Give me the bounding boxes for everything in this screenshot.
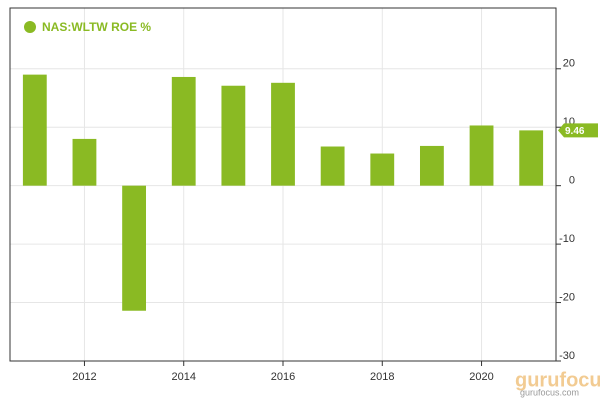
bar xyxy=(469,125,494,186)
x-tick-label: 2020 xyxy=(469,371,493,383)
bar xyxy=(122,185,147,311)
value-tag xyxy=(558,123,598,138)
bar xyxy=(171,76,196,186)
bar xyxy=(271,82,295,186)
y-tick-label: 0 xyxy=(569,175,575,187)
x-tick-label: 2016 xyxy=(271,371,295,383)
x-tick-label: 2014 xyxy=(171,371,195,383)
y-tick-label: -20 xyxy=(559,291,575,303)
y-tick-label: 10 xyxy=(563,116,575,128)
bar xyxy=(320,146,345,186)
y-tick-label: -30 xyxy=(559,350,575,362)
x-tick-label: 2012 xyxy=(72,371,96,383)
bar xyxy=(221,85,246,186)
y-tick-label: -10 xyxy=(559,233,575,245)
bar xyxy=(370,153,395,186)
watermark-site: gurufocus.com xyxy=(520,387,579,397)
value-label: 9.46 xyxy=(565,126,585,137)
y-tick-label: 20 xyxy=(563,58,575,70)
watermark-logo: gurufocus xyxy=(515,369,600,391)
x-tick-label: 2018 xyxy=(370,371,394,383)
bar xyxy=(419,145,444,186)
bar xyxy=(72,138,97,186)
bar xyxy=(519,130,544,186)
bar xyxy=(22,74,47,186)
legend-marker xyxy=(24,21,36,33)
legend-label: NAS:WLTW ROE % xyxy=(42,20,151,34)
